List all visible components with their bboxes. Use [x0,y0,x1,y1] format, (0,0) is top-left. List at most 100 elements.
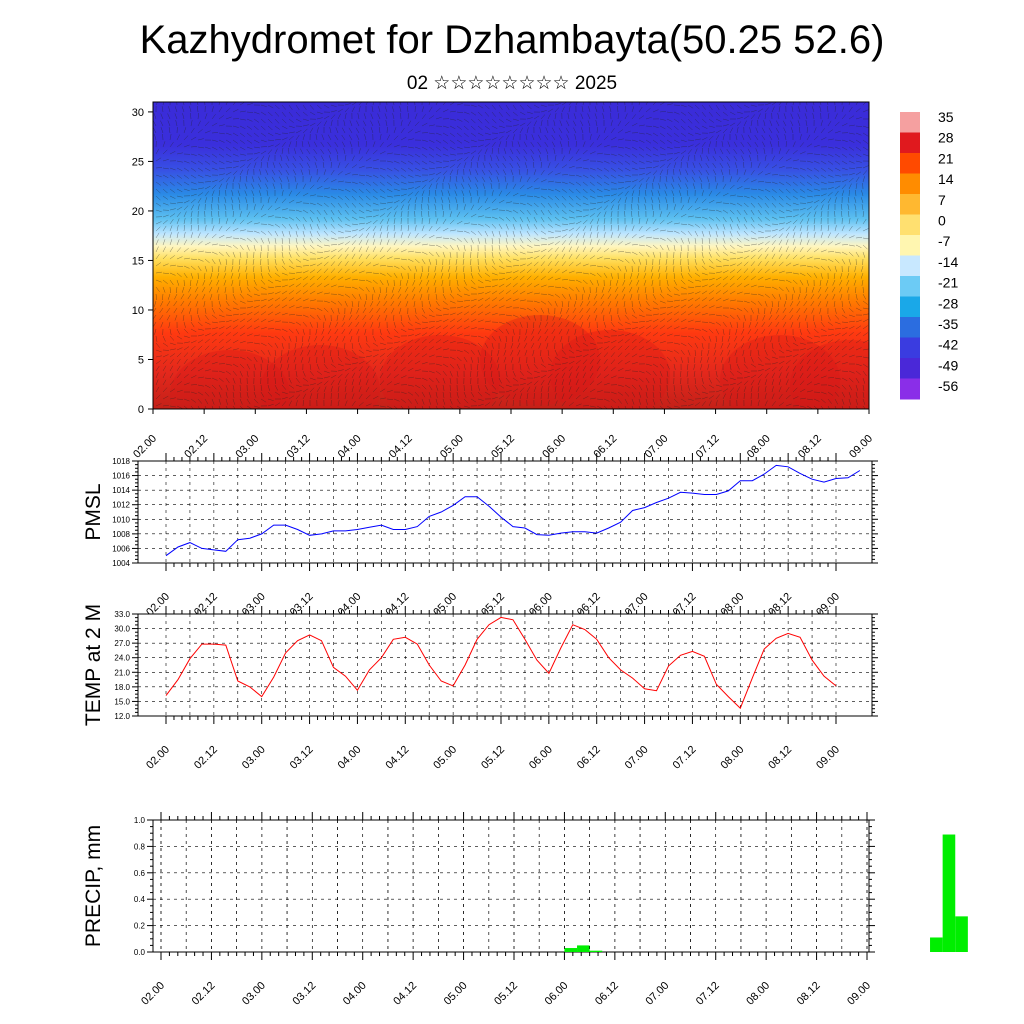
page-subtitle: 02 ☆☆☆☆☆☆☆☆ 2025 [406,73,618,94]
colorbar-label: 21 [938,150,954,166]
x-tick-label: 04.00 [341,980,369,1008]
precip-bar [942,834,956,952]
x-tick-label: 07.12 [694,980,722,1008]
warm-cells [170,315,869,409]
colorbar-label: 0 [938,213,946,229]
series-line [165,616,837,710]
colorbar-label: 14 [938,171,954,187]
x-tick-label: 06.12 [593,980,621,1008]
grid-overlay [160,820,868,952]
series-line [165,464,861,557]
y-tick-label: 1014 [112,486,130,495]
y-tick-label: 20 [132,206,144,218]
colorbar-swatch [900,255,920,277]
colorbar-label: 28 [938,130,954,146]
x-tick-label: 04.12 [387,433,415,461]
y-tick-label: 1010 [112,515,130,524]
y-axis-label: TEMP at 2 M [82,604,105,726]
x-tick-label: 06.00 [543,980,571,1008]
x-tick-label: 02.12 [182,433,210,461]
y-tick-label: 0 [138,404,144,416]
x-tick-label: 04.00 [336,744,364,772]
colorbar-swatch [900,112,920,133]
y-tick-label: 1.0 [134,816,146,825]
x-tick-label: 03.12 [290,980,318,1008]
colorbar-swatch [900,337,920,359]
page-title: Kazhydromet for Dzhambayta(50.25 52.6) [139,18,885,62]
y-tick-label: 30 [132,107,144,119]
precip-bar [589,950,603,952]
x-tick-label: 03.00 [240,744,268,772]
x-tick-label: 02.00 [139,980,167,1008]
x-tick-label: 03.00 [240,980,268,1008]
precip-bar [577,945,590,952]
precip-bar [564,948,578,952]
y-tick-label: 18.0 [114,683,130,692]
plot-frame [137,460,873,564]
y-tick-label: 1018 [112,457,130,466]
grid [138,613,872,717]
x-tick-label: 08.12 [795,980,823,1008]
y-tick-label: 0.4 [134,895,146,904]
y-tick-label: 24.0 [114,654,130,663]
x-tick-label: 02.00 [144,744,172,772]
y-tick-label: 25 [132,156,144,168]
x-tick-label: 09.00 [845,980,873,1008]
colorbar-label: -7 [938,233,951,249]
x-tick-label: 05.00 [438,433,466,461]
plot-frame [137,613,873,717]
precip-bar [930,937,943,952]
grid [138,460,872,564]
x-tick-label: 02.12 [190,980,218,1008]
x-tick-label: 04.12 [383,744,411,772]
y-tick-label: 1012 [112,501,130,510]
x-tick-label: 07.12 [694,433,722,461]
y-tick-label: 15 [132,255,144,267]
x-tick-label: 03.12 [288,744,316,772]
y-tick-label: 21.0 [114,668,130,677]
x-tick-label: 06.12 [591,433,619,461]
x-tick-label: 05.12 [492,980,520,1008]
colorbar-label: -56 [938,378,958,394]
x-tick-label: 05.12 [479,744,507,772]
colorbar-swatch [900,235,920,256]
y-tick-label: 12.0 [114,712,130,721]
y-tick-label: 33.0 [114,610,130,619]
x-tick-label: 02.12 [192,744,220,772]
x-tick-label: 04.12 [391,980,419,1008]
x-tick-label: 05.00 [431,744,459,772]
y-tick-label: 30.0 [114,625,130,634]
colorbar-label: -28 [938,295,958,311]
colorbar-swatch [900,378,920,400]
temperature-field [153,102,869,409]
x-tick-label: 08.12 [766,744,794,772]
y-tick-label: 10 [132,305,144,317]
x-tick-label: 06.00 [527,744,555,772]
colorbar-label: 35 [938,109,954,125]
y-tick-label: 0.6 [134,869,146,878]
colorbar-label: -14 [938,254,958,270]
x-tick-label: 07.00 [623,744,651,772]
plot-frame [152,819,870,953]
x-tick-label: 08.00 [718,744,746,772]
temp-plot: 12.0 15.0 18.0 21.0 24.0 27.0 30.0 33.0 02.00 02.… [82,604,878,772]
x-tick-label: 07.12 [671,744,699,772]
x-tick-label: 06.00 [540,433,568,461]
y-axis-label: PMSL [82,483,105,540]
y-tick-label: 5 [138,354,144,366]
y-tick-label: 27.0 [114,639,130,648]
x-tick-label: 07.00 [643,433,671,461]
x-tick-label: 05.00 [442,980,470,1008]
colorbar-label: -49 [938,357,958,373]
precip-plot: 0.0 0.2 0.4 0.6 0.8 1.0 02.00 02.12 03.00 03.12 04… [82,812,968,1008]
y-tick-label: 15.0 [114,697,130,706]
y-tick-label: 0.0 [134,948,146,957]
precip-bar [955,916,968,952]
x-tick-label: 05.12 [489,433,517,461]
y-tick-label: 0.8 [134,842,146,851]
colorbar-swatch [900,317,920,338]
y-tick-label: 1004 [112,559,130,568]
colorbar-swatch [900,276,920,297]
